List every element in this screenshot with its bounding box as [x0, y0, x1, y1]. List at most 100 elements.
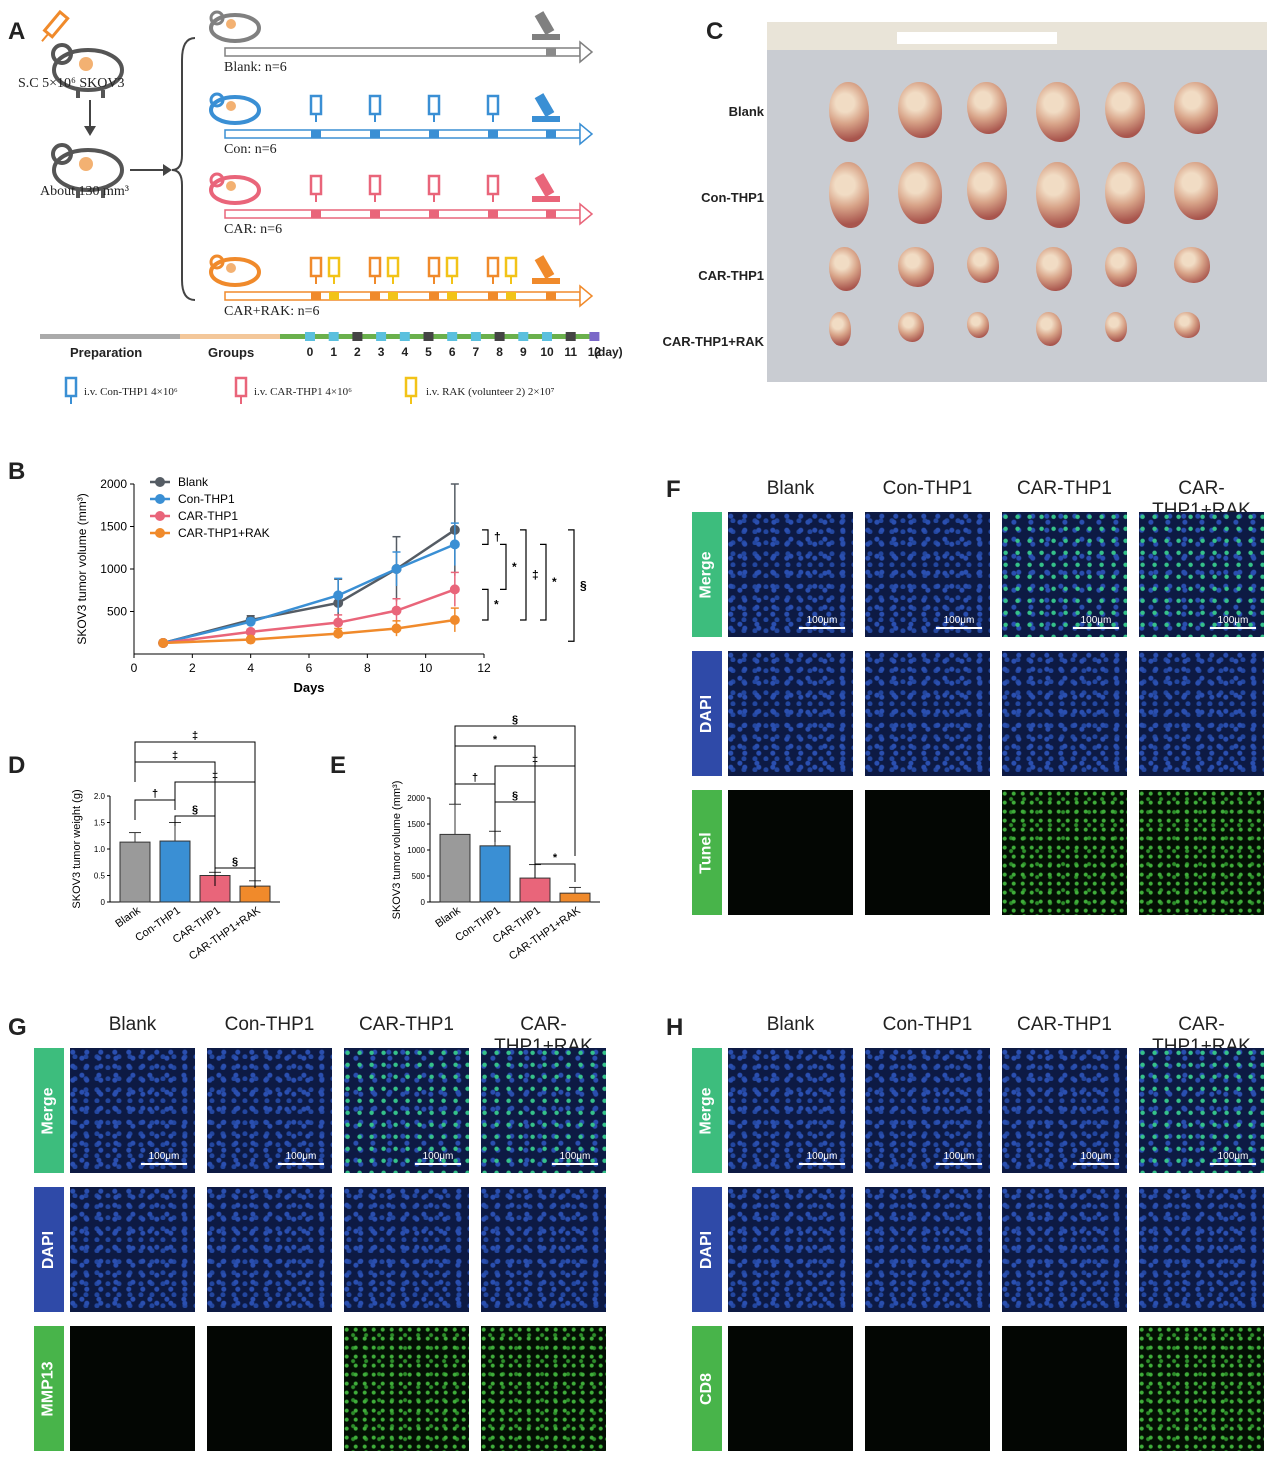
- tumor-specimen: [967, 312, 989, 338]
- y-tick-label: 500: [107, 605, 127, 619]
- mouse-icon: [51, 143, 124, 198]
- x-tick-label: 8: [364, 661, 371, 675]
- tumor-growth-chart: 0 2 4 6 8 10 12 500 1000 1500 2000 Days SKOV3 tumor …: [75, 475, 587, 695]
- micrograph: [344, 1187, 469, 1312]
- day-marker: [447, 332, 458, 341]
- phase-bar-groups: [180, 334, 280, 339]
- micrograph: 100μm: [1139, 1048, 1264, 1173]
- volume-text: About 130 mm³: [40, 184, 129, 199]
- tumor-specimen: [1036, 162, 1080, 228]
- tumor-specimen: [829, 312, 851, 346]
- tumor-specimen: [1036, 82, 1080, 142]
- significance-mark: *: [493, 734, 498, 746]
- syringe-icon: [445, 256, 459, 284]
- micrograph: [207, 1326, 332, 1451]
- syringe-icon: [368, 94, 382, 122]
- significance-bracket: [520, 529, 527, 621]
- panel-label-e: E: [330, 752, 347, 779]
- scale-bar: 100μm: [415, 1151, 461, 1165]
- data-point: [391, 564, 402, 574]
- y-tick-label: 0: [421, 898, 426, 907]
- panel-label-c: C: [706, 18, 724, 45]
- x-tick-label: 12: [477, 661, 491, 675]
- data-point: [333, 617, 344, 628]
- group-label: Con: n=6: [224, 142, 277, 157]
- syringe-icon: [504, 256, 518, 284]
- y-tick-label: 0: [101, 898, 106, 907]
- syringe-icon: [64, 376, 78, 404]
- significance-mark: ‡: [172, 750, 178, 762]
- microscope-icon: [532, 11, 560, 40]
- day-label: 5: [425, 345, 432, 359]
- tumor-specimen: [1105, 312, 1127, 342]
- day-label: 8: [496, 345, 503, 359]
- micrograph: [1139, 651, 1264, 776]
- micrograph: [344, 1326, 469, 1451]
- bar: [439, 833, 471, 903]
- syringe-icon: [309, 94, 323, 122]
- micrograph: 100μm: [728, 1048, 853, 1173]
- y-tick-label: 1.0: [94, 845, 106, 854]
- tumor-weight-chart: 0 0.5 1.0 1.5 2.0 SKOV3 tumor weight (g) Blank…: [71, 730, 280, 963]
- row-label: DAPI: [692, 651, 722, 776]
- legend-label: Blank: [178, 475, 209, 489]
- significance-mark: ‡: [532, 754, 538, 766]
- day-marker: [589, 332, 600, 341]
- syringe-icon: [234, 376, 248, 404]
- significance-bracket: [454, 783, 496, 804]
- row-label: DAPI: [692, 1187, 722, 1312]
- row-label: Merge: [692, 512, 722, 637]
- phase-label: Preparation: [70, 345, 143, 360]
- timeline-arrow: [224, 209, 581, 219]
- day-marker: [376, 332, 387, 341]
- panel-label-a: A: [8, 18, 26, 45]
- micrograph: 100μm: [1002, 512, 1127, 637]
- data-point: [333, 590, 344, 601]
- significance-bracket: [174, 781, 256, 872]
- column-header: Blank: [108, 1014, 157, 1035]
- day-label: 0: [306, 345, 314, 359]
- group-label: CAR: n=6: [224, 222, 283, 237]
- mouse-icon: [209, 92, 261, 125]
- day-marker: [565, 332, 576, 341]
- scale-bar: 100μm: [1073, 1151, 1119, 1165]
- data-point: [391, 605, 402, 616]
- column-header: Blank: [766, 478, 815, 499]
- panel-label-f: F: [666, 476, 681, 503]
- column-header: CAR-THP1: [358, 1014, 454, 1035]
- significance-mark: †: [472, 772, 478, 784]
- tumor-volume-chart: 0 500 1000 1500 2000 SKOV3 tumor volume (mm³)…: [391, 714, 600, 963]
- day-marker: [328, 332, 339, 341]
- micrograph: [70, 1326, 195, 1451]
- micrograph: 100μm: [207, 1048, 332, 1173]
- day-label: 10: [540, 345, 554, 359]
- microscope-icon: [532, 93, 560, 122]
- micrograph: 100μm: [1002, 1048, 1127, 1173]
- syringe-icon: [486, 94, 500, 122]
- timeline-arrow: [224, 291, 581, 301]
- significance-mark: §: [192, 804, 198, 816]
- data-point: [333, 628, 344, 639]
- micrograph: [481, 1187, 606, 1312]
- phase-bar-preparation: [40, 334, 180, 339]
- micrograph: [728, 790, 853, 915]
- micrograph: [865, 651, 990, 776]
- day-label: 1: [330, 345, 338, 359]
- significance-mark: *: [553, 852, 558, 864]
- y-tick-label: 2000: [100, 477, 127, 491]
- day-marker: [518, 332, 529, 341]
- syringe-icon: [427, 256, 441, 284]
- row-label: Tunel: [692, 790, 722, 915]
- syringe-icon: [427, 174, 441, 202]
- significance-mark: †: [152, 788, 158, 800]
- tumor-specimen: [967, 247, 999, 283]
- timeline-arrow: [224, 129, 581, 139]
- legend-label: CAR-THP1: [178, 509, 238, 523]
- photo-row-label: Blank: [728, 104, 764, 119]
- scale-bar: 100μm: [278, 1151, 324, 1165]
- significance-bracket: [494, 801, 536, 872]
- panel-label-d: D: [8, 752, 26, 779]
- y-tick-label: 1000: [407, 846, 425, 855]
- tumor-specimen: [1174, 247, 1210, 283]
- micrograph: [207, 1187, 332, 1312]
